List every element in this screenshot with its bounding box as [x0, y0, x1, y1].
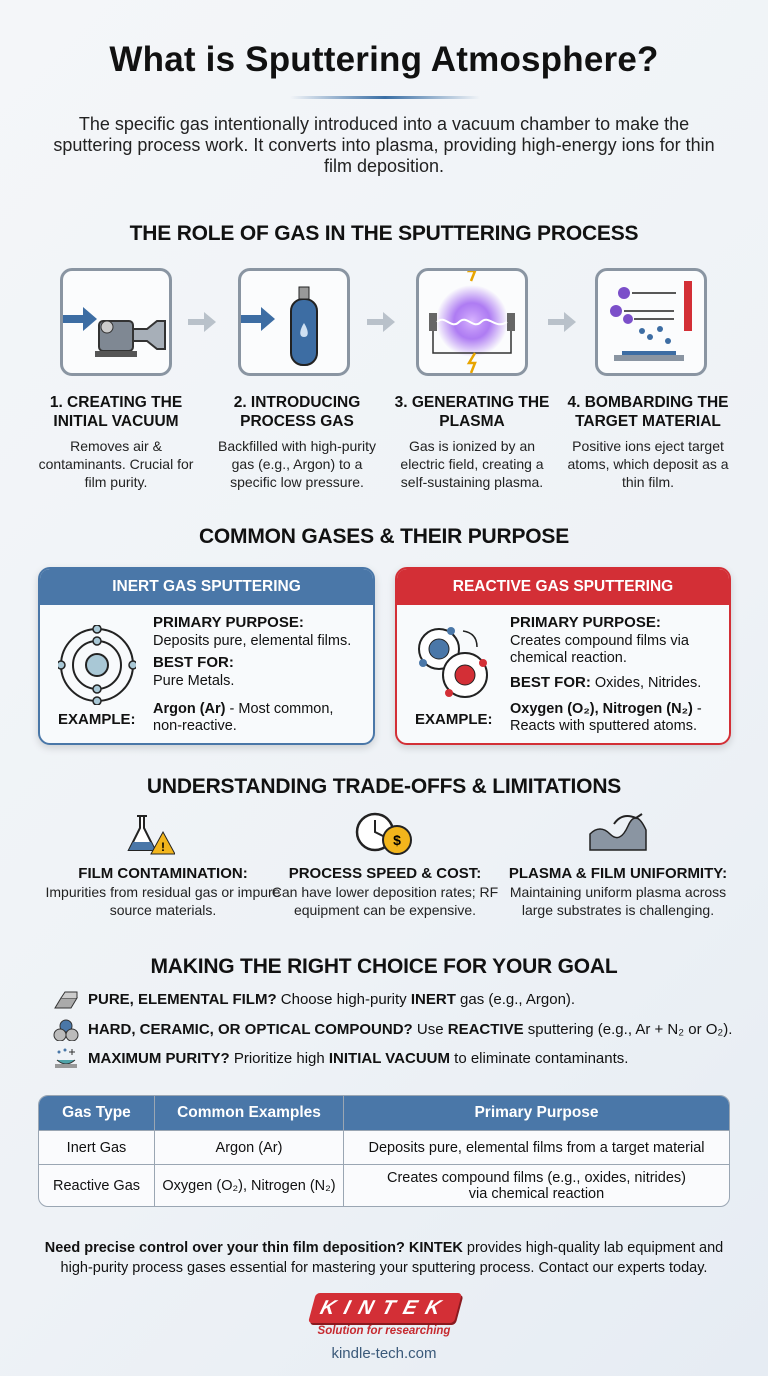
- role-heading: THE ROLE OF GAS IN THE SPUTTERING PROCES…: [129, 222, 639, 245]
- table-cell: Argon (Ar): [154, 1130, 343, 1164]
- tradeoff-title: PROCESS SPEED & COST:: [288, 865, 482, 882]
- column-header: Primary Purpose: [343, 1096, 729, 1130]
- svg-text:$: $: [393, 832, 401, 848]
- plasma-icon: [416, 258, 528, 376]
- tradeoff-contamination: FILM CONTAMINATION: Impurities from resid…: [43, 865, 283, 919]
- choice-text: Choose high-purity: [276, 991, 411, 1008]
- example-text: Oxygen (O₂), Nitrogen (N₂) - Reacts with…: [510, 701, 725, 735]
- tradeoff-desc: Maintaining uniform plasma across large …: [509, 884, 727, 918]
- example-note: - Reacts with sputtered atoms.: [510, 701, 702, 734]
- intro-text: The specific gas intentionally introduce…: [53, 114, 715, 176]
- gases-heading: COMMON GASES & THEIR PURPOSE: [198, 525, 570, 548]
- choice-item-3: MAXIMUM PURITY? Prioritize high INITIAL …: [88, 1050, 628, 1067]
- tradeoff-speed-cost: PROCESS SPEED & COST: Can have lower depo…: [265, 865, 505, 919]
- choice-keyword: REACTIVE: [447, 1021, 524, 1038]
- card-header: REACTIVE GAS SPUTTERING: [397, 569, 729, 605]
- choice-text: Prioritize high: [229, 1050, 329, 1067]
- step-4-desc: Positive ions eject target atoms, which …: [567, 438, 729, 490]
- svg-text:!: !: [161, 840, 165, 854]
- cta-text: provides high-quality lab equipment and …: [60, 1240, 724, 1276]
- table-cell: Reactive Gas: [39, 1164, 154, 1206]
- table-cell: Oxygen (O₂), Nitrogen (N₂): [154, 1164, 343, 1206]
- best-text: Pure Metals.: [153, 673, 235, 689]
- purpose-label: PRIMARY PURPOSE:: [510, 614, 661, 631]
- arrow-right-icon: [548, 312, 576, 332]
- vacuum-pump-icon: [60, 268, 172, 376]
- compound-icon: [53, 1019, 79, 1041]
- choice-keyword: INERT: [410, 991, 456, 1008]
- choice-text: gas (e.g., Argon).: [455, 991, 576, 1008]
- ion-bombardment-icon: [595, 268, 707, 376]
- reactive-gas-card: REACTIVE GAS SPUTTERING PRIMARY PURPOSE:…: [395, 567, 731, 745]
- column-header: Gas Type: [39, 1096, 154, 1130]
- gas-comparison-table: Gas Type Common Examples Primary Purpose…: [38, 1095, 730, 1207]
- flask-warning-icon: !: [127, 815, 175, 855]
- choice-heading: MAKING THE RIGHT CHOICE FOR YOUR GOAL: [150, 955, 618, 978]
- example-note: - Most common, non-reactive.: [153, 701, 334, 734]
- step-4-title: 4. BOMBARDING THE TARGET MATERIAL: [567, 394, 729, 430]
- tradeoff-title: FILM CONTAMINATION:: [78, 865, 248, 882]
- example-label: EXAMPLE:: [415, 711, 493, 728]
- arrow-right-icon: [367, 312, 395, 332]
- example-text: Argon (Ar) - Most common, non-reactive.: [153, 701, 353, 735]
- logo-slogan: Solution for researching: [317, 1325, 451, 1337]
- tradeoff-title: PLASMA & FILM UNIFORMITY:: [508, 865, 728, 882]
- cta-bold: Need precise control over your thin film…: [44, 1240, 463, 1256]
- tradeoff-desc: Can have lower deposition rates; RF equi…: [271, 884, 499, 918]
- purpose-label: PRIMARY PURPOSE:: [153, 614, 304, 631]
- page-title: What is Sputtering Atmosphere?: [109, 40, 659, 79]
- card-header: INERT GAS SPUTTERING: [40, 569, 373, 605]
- table-row: Reactive Gas Oxygen (O₂), Nitrogen (N₂) …: [39, 1164, 729, 1206]
- inert-gas-card: INERT GAS SPUTTERING PRIMARY PURPOSE: De…: [38, 567, 375, 745]
- best-row: BEST FOR: Oxides, Nitrides.: [510, 674, 701, 692]
- step-2-title: 2. INTRODUCING PROCESS GAS: [233, 394, 361, 430]
- table-cell: Creates compound films (e.g., oxides, ni…: [343, 1164, 729, 1206]
- choice-question: PURE, ELEMENTAL FILM?: [88, 991, 277, 1008]
- step-1-title: 1. CREATING THE INITIAL VACUUM: [49, 394, 183, 430]
- example-gas: Argon (Ar): [153, 701, 226, 717]
- choice-text: sputtering (e.g., Ar + N₂ or O₂).: [523, 1021, 733, 1038]
- clock-coin-icon: $: [355, 812, 412, 855]
- table-cell: Deposits pure, elemental films from a ta…: [343, 1130, 729, 1164]
- step-3-title: 3. GENERATING THE PLASMA: [394, 394, 550, 430]
- table-header-row: Gas Type Common Examples Primary Purpose: [39, 1096, 729, 1130]
- purpose-text: Creates compound films via chemical reac…: [510, 633, 689, 666]
- best-label: BEST FOR:: [510, 674, 591, 691]
- metal-bar-icon: [54, 991, 78, 1009]
- call-to-action: Need precise control over your thin film…: [30, 1238, 738, 1278]
- example-label: EXAMPLE:: [58, 711, 136, 728]
- choice-item-2: HARD, CERAMIC, OR OPTICAL COMPOUND? Use …: [88, 1021, 732, 1038]
- choice-text: to eliminate contaminants.: [450, 1050, 629, 1067]
- tradeoffs-heading: UNDERSTANDING TRADE-OFFS & LIMITATIONS: [146, 775, 622, 798]
- choice-keyword: INITIAL VACUUM: [328, 1050, 450, 1067]
- logo-text: KINTEK: [317, 1297, 453, 1319]
- website-link[interactable]: kindle-tech.com: [331, 1345, 437, 1362]
- title-underline: [290, 96, 480, 99]
- atom-icon: [58, 625, 136, 705]
- kintek-logo[interactable]: KINTEK: [307, 1293, 463, 1323]
- arrow-right-icon: [188, 312, 216, 332]
- reaction-molecule-icon: [418, 627, 488, 698]
- purpose-text: Deposits pure, elemental films.: [153, 633, 352, 649]
- example-gas: Oxygen (O₂), Nitrogen (N₂): [510, 701, 693, 717]
- tradeoff-uniformity: PLASMA & FILM UNIFORMITY: Maintaining uni…: [498, 865, 738, 919]
- gas-cylinder-icon: [238, 268, 350, 376]
- table-row: Inert Gas Argon (Ar) Deposits pure, elem…: [39, 1130, 729, 1164]
- choice-question: HARD, CERAMIC, OR OPTICAL COMPOUND?: [88, 1021, 413, 1038]
- column-header: Common Examples: [154, 1096, 343, 1130]
- clean-substrate-icon: [55, 1048, 77, 1068]
- choice-text: Use: [412, 1021, 448, 1038]
- choice-item-1: PURE, ELEMENTAL FILM? Choose high-purity…: [88, 991, 575, 1008]
- step-3-desc: Gas is ionized by an electric field, cre…: [400, 438, 544, 490]
- choice-question: MAXIMUM PURITY?: [88, 1050, 230, 1067]
- step-1-desc: Removes air & contaminants. Crucial for …: [38, 438, 194, 490]
- best-text: Oxides, Nitrides.: [590, 675, 702, 691]
- tradeoff-desc: Impurities from residual gas or impure s…: [45, 884, 281, 918]
- step-2-desc: Backfilled with high-purity gas (e.g., A…: [218, 438, 376, 490]
- table-cell: Inert Gas: [39, 1130, 154, 1164]
- best-label: BEST FOR:: [153, 654, 234, 671]
- uneven-surface-icon: [589, 813, 647, 851]
